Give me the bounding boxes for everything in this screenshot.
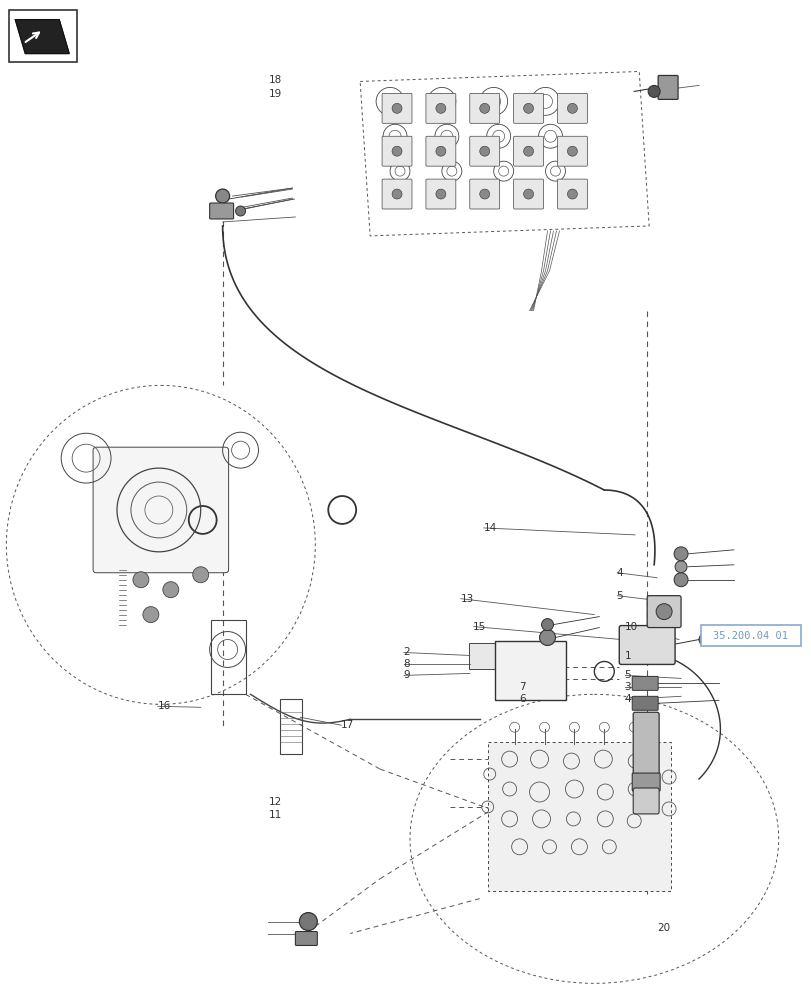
Circle shape	[436, 146, 445, 156]
Text: 3: 3	[624, 682, 630, 692]
Text: 4: 4	[624, 694, 630, 704]
FancyBboxPatch shape	[633, 788, 659, 814]
Circle shape	[143, 607, 159, 623]
Text: 6: 6	[519, 694, 526, 704]
Circle shape	[192, 567, 208, 583]
Circle shape	[436, 103, 445, 113]
Circle shape	[392, 103, 401, 113]
FancyBboxPatch shape	[557, 93, 586, 123]
Text: 4: 4	[616, 568, 622, 578]
Text: 17: 17	[341, 720, 354, 730]
Text: 35.200.04 01: 35.200.04 01	[712, 631, 787, 641]
Text: 16: 16	[157, 701, 170, 711]
Circle shape	[479, 103, 489, 113]
Text: 1: 1	[624, 651, 630, 661]
Text: 11: 11	[268, 810, 281, 820]
Polygon shape	[15, 20, 69, 54]
Circle shape	[673, 573, 687, 587]
FancyBboxPatch shape	[295, 932, 317, 945]
FancyBboxPatch shape	[632, 773, 659, 791]
Text: 5: 5	[624, 670, 630, 680]
Circle shape	[216, 189, 230, 203]
Circle shape	[567, 103, 577, 113]
FancyBboxPatch shape	[382, 179, 411, 209]
FancyBboxPatch shape	[513, 136, 543, 166]
FancyBboxPatch shape	[470, 93, 499, 123]
Circle shape	[567, 146, 577, 156]
FancyBboxPatch shape	[633, 712, 659, 776]
Circle shape	[163, 582, 178, 598]
Text: 7: 7	[519, 682, 526, 692]
Circle shape	[523, 146, 533, 156]
Text: 13: 13	[461, 594, 474, 604]
FancyBboxPatch shape	[487, 742, 670, 891]
FancyBboxPatch shape	[470, 179, 499, 209]
Text: 2: 2	[403, 647, 410, 657]
FancyBboxPatch shape	[646, 596, 680, 628]
Circle shape	[392, 189, 401, 199]
Bar	[210, 620, 245, 694]
Circle shape	[647, 85, 659, 97]
Text: 18: 18	[268, 75, 281, 85]
Circle shape	[479, 189, 489, 199]
FancyBboxPatch shape	[382, 136, 411, 166]
Circle shape	[299, 913, 317, 931]
FancyBboxPatch shape	[557, 179, 586, 209]
Bar	[280, 699, 302, 754]
FancyBboxPatch shape	[632, 676, 658, 690]
FancyBboxPatch shape	[93, 447, 229, 573]
Circle shape	[235, 206, 245, 216]
Circle shape	[523, 103, 533, 113]
Circle shape	[436, 189, 445, 199]
Circle shape	[567, 189, 577, 199]
Circle shape	[674, 561, 686, 573]
Text: 9: 9	[403, 670, 410, 680]
Circle shape	[523, 189, 533, 199]
FancyBboxPatch shape	[494, 641, 566, 700]
Text: 15: 15	[473, 622, 486, 632]
Text: 8: 8	[403, 659, 410, 669]
FancyBboxPatch shape	[426, 93, 455, 123]
Circle shape	[655, 604, 672, 620]
FancyBboxPatch shape	[513, 179, 543, 209]
Text: 20: 20	[656, 923, 669, 933]
Circle shape	[673, 547, 687, 561]
FancyBboxPatch shape	[10, 10, 77, 62]
FancyBboxPatch shape	[619, 626, 674, 664]
Circle shape	[133, 572, 148, 588]
Circle shape	[698, 634, 710, 646]
FancyBboxPatch shape	[468, 643, 496, 669]
FancyBboxPatch shape	[470, 136, 499, 166]
FancyBboxPatch shape	[426, 179, 455, 209]
Circle shape	[539, 630, 555, 646]
Text: 5: 5	[616, 591, 622, 601]
FancyBboxPatch shape	[632, 696, 658, 710]
Circle shape	[479, 146, 489, 156]
Text: 14: 14	[483, 523, 496, 533]
FancyBboxPatch shape	[426, 136, 455, 166]
FancyBboxPatch shape	[513, 93, 543, 123]
FancyBboxPatch shape	[658, 75, 677, 99]
FancyBboxPatch shape	[700, 625, 800, 646]
FancyBboxPatch shape	[557, 136, 586, 166]
FancyBboxPatch shape	[382, 93, 411, 123]
Circle shape	[392, 146, 401, 156]
Circle shape	[541, 619, 553, 631]
Text: 10: 10	[624, 622, 637, 632]
Text: 19: 19	[268, 89, 281, 99]
FancyBboxPatch shape	[209, 203, 234, 219]
Text: 12: 12	[268, 797, 281, 807]
